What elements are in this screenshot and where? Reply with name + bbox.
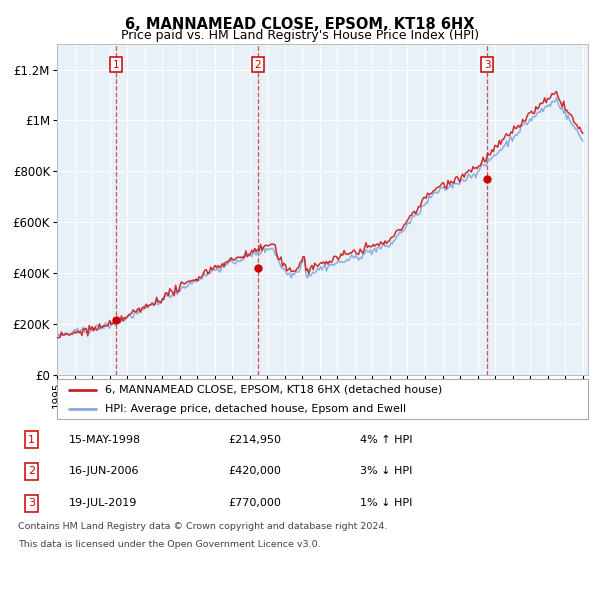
Text: £770,000: £770,000: [228, 499, 281, 508]
Text: 6, MANNAMEAD CLOSE, EPSOM, KT18 6HX: 6, MANNAMEAD CLOSE, EPSOM, KT18 6HX: [125, 17, 475, 31]
Text: £420,000: £420,000: [228, 467, 281, 476]
Text: 19-JUL-2019: 19-JUL-2019: [69, 499, 137, 508]
Text: Price paid vs. HM Land Registry's House Price Index (HPI): Price paid vs. HM Land Registry's House …: [121, 30, 479, 42]
Text: 1% ↓ HPI: 1% ↓ HPI: [360, 499, 412, 508]
Text: 15-MAY-1998: 15-MAY-1998: [69, 435, 141, 444]
Text: 3: 3: [484, 60, 490, 70]
Text: HPI: Average price, detached house, Epsom and Ewell: HPI: Average price, detached house, Epso…: [105, 404, 406, 414]
Text: 6, MANNAMEAD CLOSE, EPSOM, KT18 6HX (detached house): 6, MANNAMEAD CLOSE, EPSOM, KT18 6HX (det…: [105, 385, 442, 395]
Text: 16-JUN-2006: 16-JUN-2006: [69, 467, 139, 476]
Text: This data is licensed under the Open Government Licence v3.0.: This data is licensed under the Open Gov…: [18, 540, 320, 549]
FancyBboxPatch shape: [57, 379, 588, 419]
Text: 3: 3: [28, 499, 35, 508]
Text: 2: 2: [28, 467, 35, 476]
Text: 1: 1: [28, 435, 35, 444]
Text: 2: 2: [254, 60, 261, 70]
Text: Contains HM Land Registry data © Crown copyright and database right 2024.: Contains HM Land Registry data © Crown c…: [18, 522, 388, 531]
Text: 1: 1: [113, 60, 119, 70]
Text: 3% ↓ HPI: 3% ↓ HPI: [360, 467, 412, 476]
Text: £214,950: £214,950: [228, 435, 281, 444]
Text: 4% ↑ HPI: 4% ↑ HPI: [360, 435, 413, 444]
